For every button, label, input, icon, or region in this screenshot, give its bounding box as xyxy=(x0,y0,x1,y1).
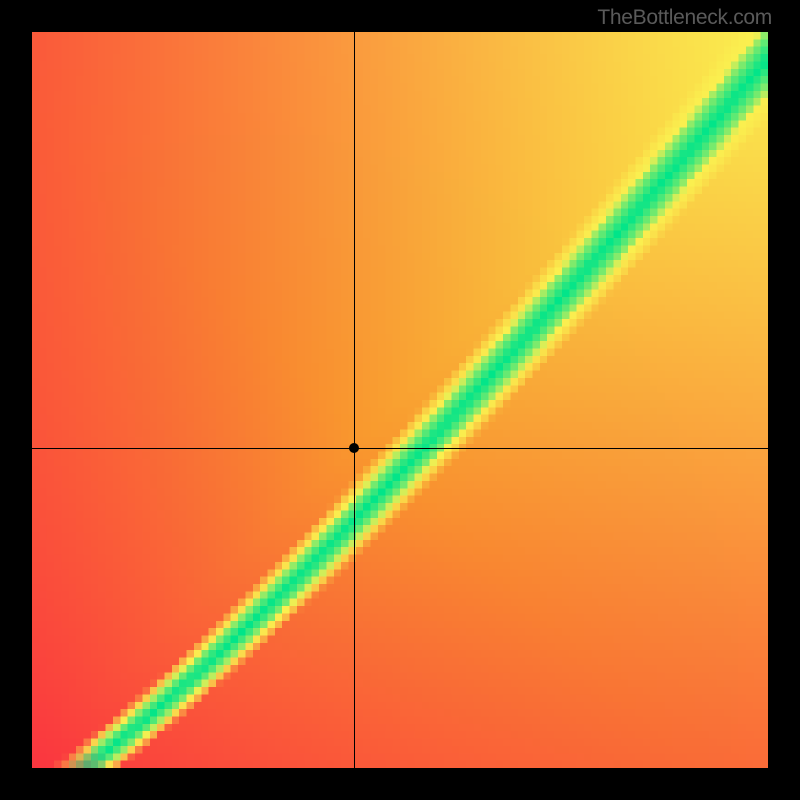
marker-point xyxy=(349,443,359,453)
crosshair-horizontal xyxy=(32,448,768,449)
heatmap-canvas xyxy=(32,32,768,768)
crosshair-vertical xyxy=(354,32,355,768)
heatmap-plot xyxy=(32,32,768,768)
watermark-text: TheBottleneck.com xyxy=(597,6,772,30)
